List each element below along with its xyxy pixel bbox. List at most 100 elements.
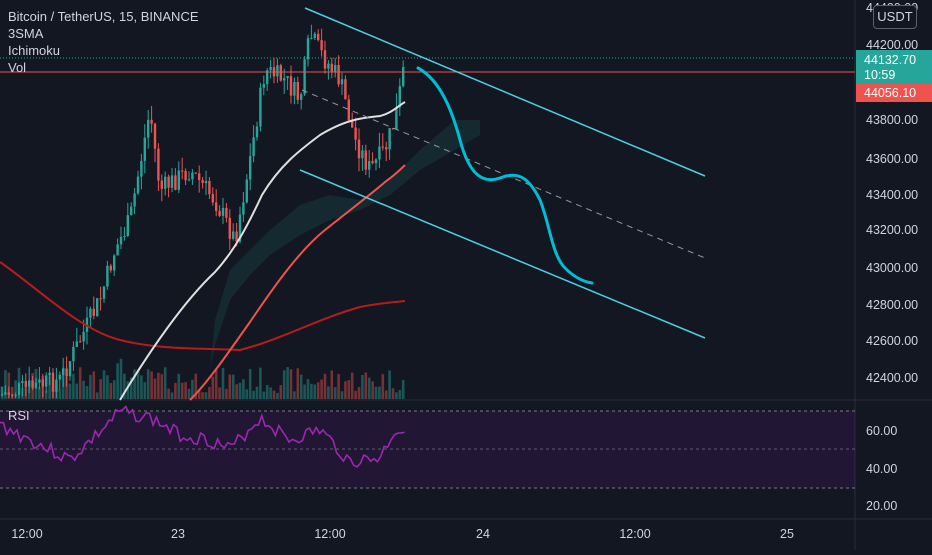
candle-body	[378, 146, 381, 160]
candle-body	[191, 172, 194, 180]
candle-body	[262, 84, 265, 88]
candle-body	[276, 65, 279, 77]
volume-bar	[371, 381, 374, 399]
volume-bar	[245, 389, 249, 399]
volume-bar	[354, 390, 357, 399]
volume-bar	[296, 368, 300, 399]
candles	[0, 24, 405, 398]
candle-body	[337, 64, 340, 85]
candle-body	[187, 179, 191, 181]
volume-bar	[279, 385, 283, 399]
candle-body	[395, 107, 398, 130]
volume-bar	[401, 380, 405, 399]
candle-body	[119, 236, 123, 245]
candle-body	[388, 128, 391, 150]
channel-midline	[301, 89, 706, 259]
volume-bar	[4, 370, 7, 399]
volume-bar	[391, 388, 395, 399]
indicator-ichimoku[interactable]: Ichimoku	[8, 43, 61, 58]
symbol-title[interactable]: Bitcoin / TetherUS, 15, BINANCE	[8, 9, 199, 24]
volume-bar	[106, 375, 109, 399]
candle-body	[242, 202, 245, 215]
candle-body	[215, 202, 218, 211]
volume-bar	[344, 381, 347, 399]
candle-body	[109, 265, 112, 271]
volume-bar	[218, 387, 221, 399]
candle-body	[327, 63, 330, 69]
candle-body	[340, 79, 344, 85]
volume-bar	[163, 367, 167, 399]
candle-body	[113, 255, 116, 271]
candle-body	[170, 175, 174, 188]
volume-bar	[327, 386, 330, 399]
volume-bar	[235, 384, 238, 399]
volume-bar	[361, 375, 364, 399]
volume-bar	[85, 386, 89, 399]
volume-bar	[58, 389, 62, 399]
volume-bar	[14, 380, 17, 399]
candle-body	[296, 81, 299, 100]
price-tick: 43800.00	[866, 113, 918, 127]
volume-bar	[282, 370, 286, 399]
projection-path	[416, 66, 594, 285]
volume-bar	[289, 369, 293, 399]
volume-bar	[228, 374, 232, 399]
volume-bar	[255, 386, 259, 399]
volume-bar	[140, 375, 143, 399]
volume-bar	[395, 392, 398, 399]
candle-body	[45, 375, 48, 387]
volume-bar	[109, 382, 113, 399]
candle-body	[11, 394, 14, 396]
candle-body	[218, 210, 221, 216]
price-tick: 43400.00	[866, 188, 918, 202]
volume-bar	[211, 376, 215, 399]
volume-bar	[313, 384, 317, 399]
time-tick: 23	[171, 527, 185, 541]
volume-bar	[221, 367, 225, 399]
volume-bar	[323, 373, 327, 399]
volume-bars	[0, 358, 405, 399]
price-tick: 43200.00	[866, 223, 918, 237]
volume-bar	[306, 379, 310, 399]
volume-bar	[150, 371, 153, 399]
volume-bar	[112, 380, 116, 399]
candle-body	[368, 161, 371, 170]
rsi-polyline	[0, 405, 405, 468]
candle-body	[126, 215, 129, 236]
candle-body	[82, 331, 85, 342]
volume-bar	[347, 380, 351, 399]
rsi-tick: 60.00	[866, 424, 897, 438]
price-tick: 43600.00	[866, 152, 918, 166]
indicator-3sma[interactable]: 3SMA	[8, 26, 44, 41]
candle-body	[136, 176, 140, 194]
candle-body	[320, 40, 323, 51]
price-tick: 44200.00	[866, 38, 918, 52]
currency-selector[interactable]: USDT	[873, 5, 917, 29]
volume-bar	[89, 374, 92, 399]
volume-bar	[357, 387, 361, 399]
candle-body	[310, 37, 313, 39]
volume-bar	[337, 374, 340, 399]
chart-legend: Bitcoin / TetherUS, 15, BINANCE 3SMA Ich…	[8, 8, 199, 76]
volume-bar	[197, 390, 201, 399]
volume-bar	[180, 382, 184, 399]
volume-bar	[153, 378, 157, 399]
volume-bar	[123, 373, 126, 399]
volume-bar	[72, 373, 75, 399]
indicator-vol[interactable]: Vol	[8, 60, 27, 75]
candle-body	[79, 341, 82, 343]
volume-bar	[92, 371, 96, 399]
volume-bar	[7, 372, 11, 399]
candle-body	[259, 87, 262, 127]
candle-body	[238, 214, 242, 242]
candle-body	[225, 207, 228, 218]
candle-body	[391, 128, 395, 130]
volume-bar	[299, 374, 303, 399]
rsi-title[interactable]: RSI	[8, 408, 30, 423]
price-tick: 42800.00	[866, 298, 918, 312]
volume-bar	[293, 391, 296, 399]
candle-body	[313, 33, 316, 38]
volume-bar	[265, 384, 269, 399]
